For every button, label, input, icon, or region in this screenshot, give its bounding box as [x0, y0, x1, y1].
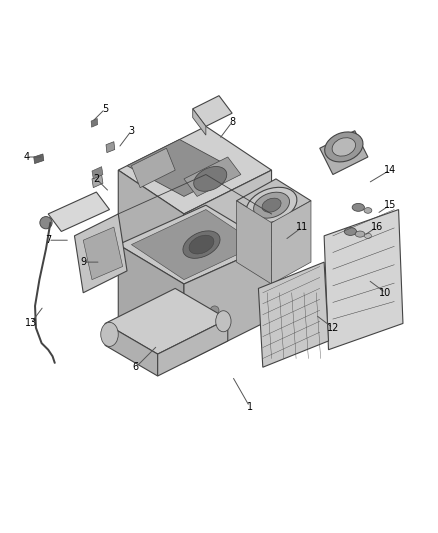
- Polygon shape: [131, 148, 175, 188]
- Polygon shape: [74, 214, 127, 293]
- Polygon shape: [158, 319, 228, 376]
- Ellipse shape: [215, 311, 231, 332]
- Ellipse shape: [189, 235, 214, 254]
- Polygon shape: [184, 170, 272, 288]
- Ellipse shape: [332, 138, 356, 156]
- Polygon shape: [118, 170, 184, 288]
- Text: 10: 10: [379, 288, 392, 298]
- Ellipse shape: [254, 192, 290, 218]
- Ellipse shape: [266, 251, 286, 265]
- Ellipse shape: [194, 166, 227, 191]
- Text: 12: 12: [327, 323, 339, 333]
- Ellipse shape: [344, 228, 357, 236]
- Polygon shape: [127, 140, 237, 197]
- Polygon shape: [193, 96, 232, 126]
- Polygon shape: [118, 245, 184, 363]
- Polygon shape: [83, 227, 123, 280]
- Text: 7: 7: [45, 235, 51, 245]
- Polygon shape: [118, 126, 272, 214]
- Polygon shape: [48, 192, 110, 231]
- Text: 6: 6: [133, 362, 139, 372]
- Polygon shape: [258, 262, 328, 367]
- Text: 15: 15: [384, 200, 396, 210]
- Text: 8: 8: [229, 117, 235, 127]
- Text: 4: 4: [23, 152, 29, 162]
- Ellipse shape: [258, 245, 294, 271]
- Ellipse shape: [352, 204, 364, 211]
- Polygon shape: [184, 157, 241, 197]
- Polygon shape: [237, 179, 311, 223]
- Polygon shape: [92, 174, 103, 188]
- Polygon shape: [105, 324, 158, 376]
- Ellipse shape: [364, 233, 371, 238]
- Polygon shape: [184, 245, 272, 363]
- Circle shape: [210, 306, 219, 314]
- Text: 2: 2: [93, 174, 99, 184]
- Ellipse shape: [262, 198, 281, 212]
- Polygon shape: [131, 209, 258, 280]
- Ellipse shape: [364, 207, 372, 213]
- Text: 14: 14: [384, 165, 396, 175]
- Polygon shape: [92, 167, 103, 179]
- Ellipse shape: [101, 322, 118, 346]
- Polygon shape: [237, 201, 272, 284]
- Polygon shape: [324, 209, 403, 350]
- Polygon shape: [106, 142, 115, 152]
- Text: 3: 3: [128, 126, 134, 136]
- Text: 9: 9: [80, 257, 86, 267]
- Text: 5: 5: [102, 104, 108, 114]
- Text: 1: 1: [247, 402, 253, 411]
- Ellipse shape: [183, 231, 220, 259]
- Polygon shape: [34, 154, 44, 164]
- Ellipse shape: [325, 132, 363, 162]
- Circle shape: [40, 216, 52, 229]
- Polygon shape: [91, 118, 98, 127]
- Polygon shape: [118, 205, 272, 284]
- Ellipse shape: [246, 187, 297, 223]
- Text: 11: 11: [296, 222, 308, 232]
- Ellipse shape: [355, 231, 365, 237]
- Polygon shape: [193, 109, 206, 135]
- Text: 16: 16: [371, 222, 383, 232]
- Polygon shape: [272, 201, 311, 284]
- Polygon shape: [320, 131, 368, 174]
- Ellipse shape: [251, 240, 301, 276]
- Text: 13: 13: [25, 318, 37, 328]
- Polygon shape: [105, 288, 228, 354]
